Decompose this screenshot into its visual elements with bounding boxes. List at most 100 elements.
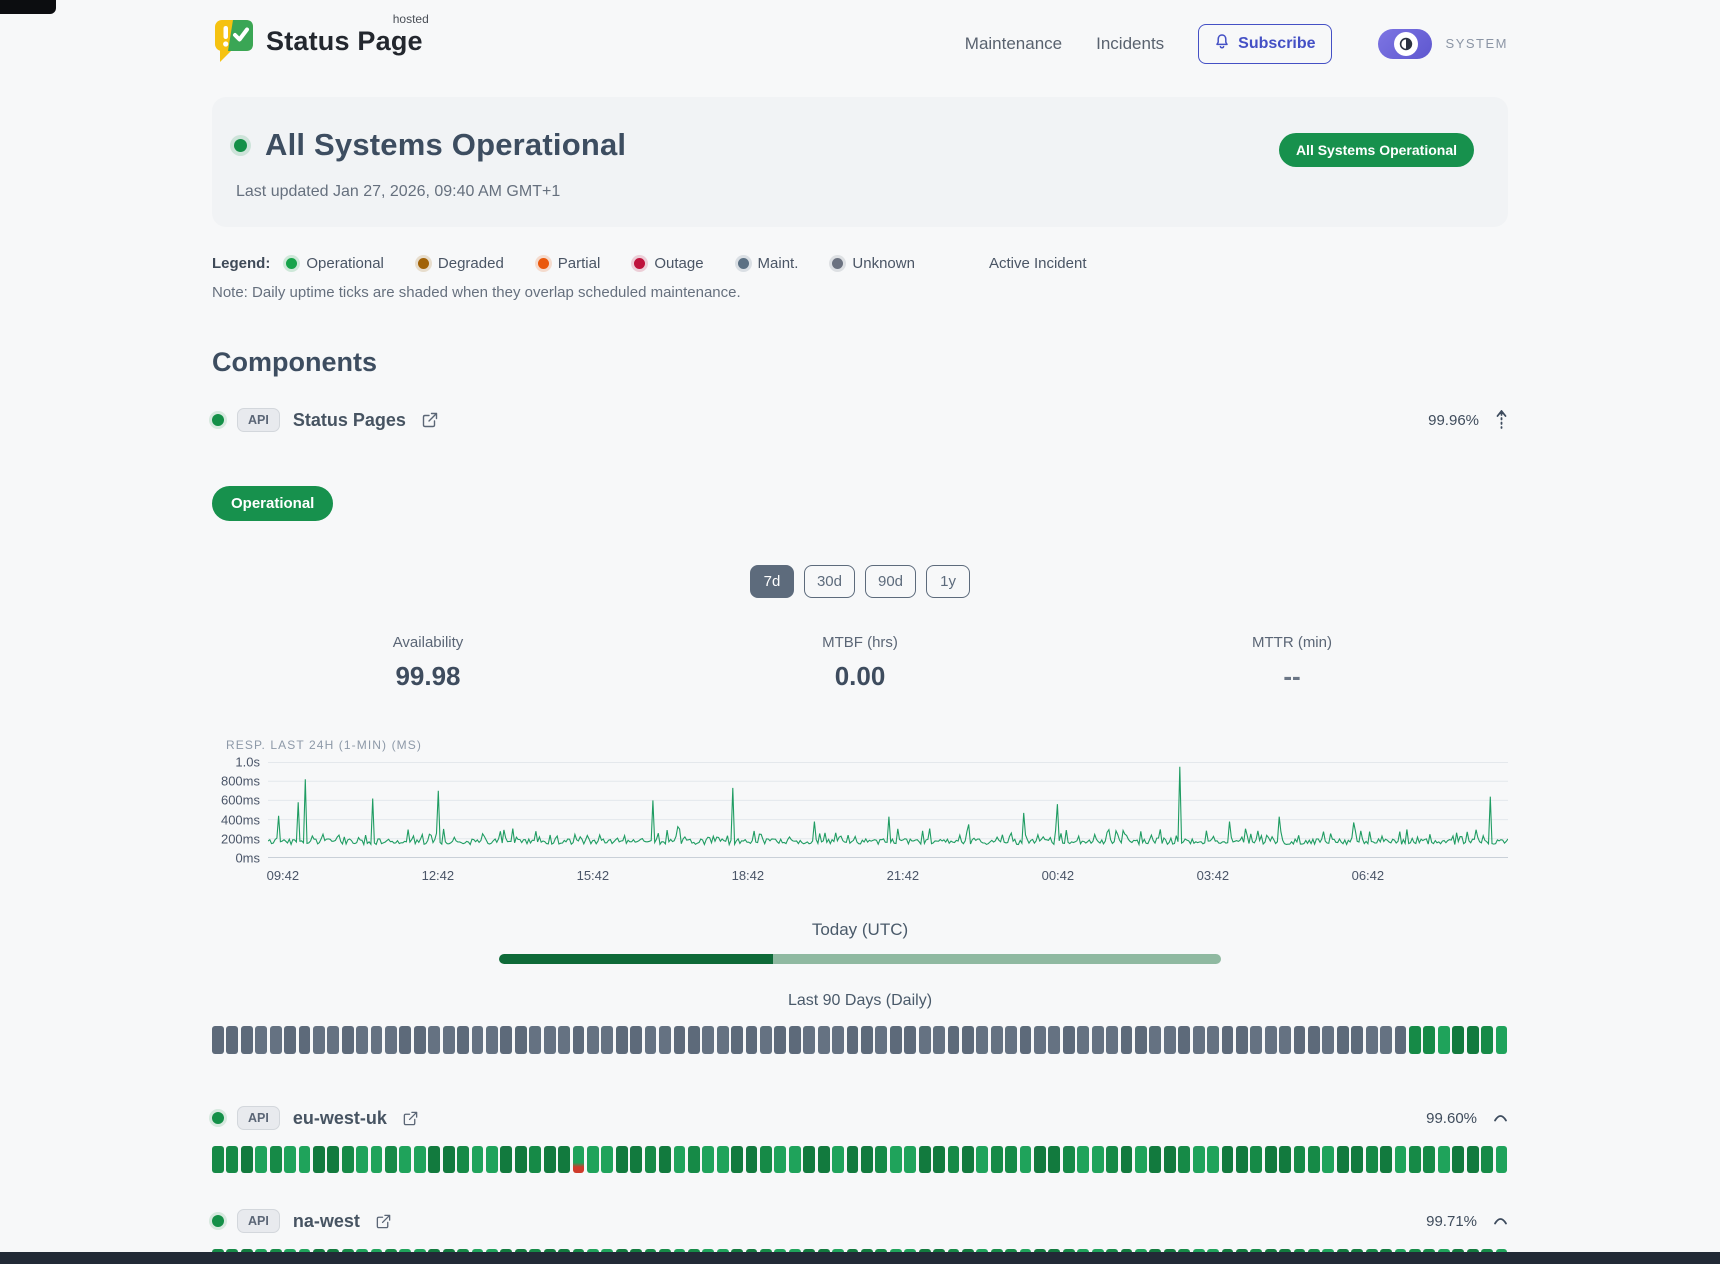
uptime-tick[interactable] [760, 1026, 772, 1054]
uptime-tick[interactable] [990, 1026, 1003, 1054]
uptime-tick[interactable] [1394, 1026, 1407, 1054]
uptime-tick[interactable] [514, 1146, 527, 1173]
uptime-tick[interactable] [1149, 1026, 1162, 1054]
uptime-tick[interactable] [1409, 1026, 1421, 1054]
uptime-tick[interactable] [601, 1026, 614, 1054]
uptime-tick[interactable] [774, 1026, 787, 1054]
uptime-tick[interactable] [341, 1026, 354, 1054]
uptime-tick[interactable] [529, 1146, 542, 1173]
uptime-tick[interactable] [976, 1146, 989, 1173]
uptime-ticks-90d[interactable] [212, 1146, 1508, 1173]
uptime-tick[interactable] [918, 1146, 931, 1173]
uptime-tick[interactable] [1495, 1026, 1508, 1054]
uptime-tick[interactable] [904, 1026, 917, 1054]
uptime-tick[interactable] [1437, 1026, 1450, 1054]
uptime-tick[interactable] [212, 1026, 224, 1054]
uptime-tick[interactable] [1077, 1026, 1090, 1054]
uptime-tick[interactable] [442, 1026, 455, 1054]
uptime-tick[interactable] [1423, 1026, 1436, 1054]
uptime-tick[interactable] [226, 1026, 239, 1054]
uptime-tick[interactable] [428, 1146, 441, 1173]
uptime-tick[interactable] [673, 1146, 686, 1173]
uptime-tick[interactable] [586, 1146, 599, 1173]
uptime-tick[interactable] [803, 1146, 816, 1173]
uptime-tick[interactable] [860, 1026, 873, 1054]
uptime-tick[interactable] [745, 1146, 758, 1173]
uptime-tick[interactable] [1048, 1026, 1061, 1054]
uptime-tick[interactable] [1207, 1026, 1219, 1054]
uptime-tick[interactable] [889, 1026, 902, 1054]
uptime-tick[interactable] [1034, 1146, 1046, 1173]
collapse-arrow-icon[interactable] [1495, 409, 1508, 431]
uptime-tick[interactable] [1120, 1146, 1133, 1173]
uptime-tick[interactable] [1120, 1026, 1133, 1054]
uptime-tick[interactable] [500, 1146, 513, 1173]
uptime-tick[interactable] [269, 1146, 282, 1173]
uptime-tick[interactable] [961, 1026, 974, 1054]
component-title-group[interactable]: API Status Pages [212, 408, 439, 432]
uptime-tick[interactable] [399, 1146, 412, 1173]
uptime-tick[interactable] [500, 1026, 513, 1054]
uptime-tick[interactable] [1048, 1146, 1061, 1173]
uptime-tick[interactable] [716, 1026, 729, 1054]
uptime-tick[interactable] [1192, 1026, 1205, 1054]
uptime-tick[interactable] [1466, 1026, 1479, 1054]
uptime-tick[interactable] [1062, 1026, 1075, 1054]
uptime-tick[interactable] [774, 1146, 787, 1173]
uptime-tick[interactable] [1091, 1026, 1104, 1054]
uptime-tick[interactable] [1365, 1146, 1378, 1173]
uptime-tick[interactable] [976, 1026, 989, 1054]
uptime-tick[interactable] [572, 1026, 585, 1054]
uptime-tick[interactable] [370, 1146, 383, 1173]
uptime-tick[interactable] [298, 1026, 311, 1054]
uptime-tick[interactable] [615, 1026, 628, 1054]
uptime-tick[interactable] [341, 1146, 354, 1173]
uptime-tick[interactable] [1178, 1146, 1191, 1173]
uptime-tick[interactable] [601, 1146, 614, 1173]
uptime-tick[interactable] [486, 1146, 498, 1173]
uptime-tick[interactable] [558, 1026, 570, 1054]
external-link-icon[interactable] [421, 411, 439, 429]
uptime-tick[interactable] [644, 1026, 657, 1054]
component-title-group[interactable]: API eu-west-uk [212, 1106, 419, 1130]
uptime-tick[interactable] [1106, 1026, 1118, 1054]
uptime-tick[interactable] [659, 1146, 671, 1173]
uptime-tick[interactable] [1019, 1146, 1032, 1173]
uptime-tick[interactable] [255, 1146, 268, 1173]
uptime-tick[interactable] [212, 1146, 224, 1173]
uptime-tick[interactable] [327, 1026, 340, 1054]
uptime-tick[interactable] [327, 1146, 340, 1173]
uptime-tick[interactable] [1135, 1026, 1147, 1054]
uptime-tick[interactable] [1481, 1146, 1493, 1173]
uptime-tick[interactable] [1019, 1026, 1032, 1054]
uptime-tick[interactable] [731, 1026, 744, 1054]
uptime-tick[interactable] [1452, 1026, 1465, 1054]
uptime-tick[interactable] [385, 1026, 397, 1054]
uptime-tick[interactable] [284, 1026, 296, 1054]
uptime-tick[interactable] [832, 1026, 844, 1054]
uptime-tick[interactable] [1308, 1146, 1320, 1173]
uptime-tick[interactable] [1264, 1026, 1277, 1054]
uptime-tick[interactable] [1380, 1026, 1392, 1054]
uptime-tick[interactable] [1163, 1146, 1176, 1173]
uptime-tick[interactable] [1481, 1026, 1493, 1054]
uptime-tick[interactable] [846, 1026, 859, 1054]
external-link-icon[interactable] [375, 1213, 392, 1230]
uptime-tick[interactable] [457, 1026, 469, 1054]
uptime-tick[interactable] [702, 1026, 715, 1054]
uptime-tick[interactable] [1192, 1146, 1205, 1173]
uptime-tick[interactable] [457, 1146, 469, 1173]
uptime-tick[interactable] [1005, 1026, 1018, 1054]
uptime-tick[interactable] [226, 1146, 239, 1173]
uptime-tick[interactable] [572, 1146, 585, 1173]
uptime-tick[interactable] [298, 1146, 311, 1173]
uptime-tick[interactable] [918, 1026, 931, 1054]
uptime-tick[interactable] [356, 1026, 369, 1054]
uptime-tick[interactable] [630, 1146, 643, 1173]
range-button-30d[interactable]: 30d [803, 565, 855, 598]
uptime-tick[interactable] [312, 1146, 325, 1173]
uptime-tick[interactable] [947, 1146, 960, 1173]
uptime-tick[interactable] [832, 1146, 844, 1173]
expand-chevron-icon[interactable] [1493, 1216, 1508, 1226]
uptime-tick[interactable] [1062, 1146, 1075, 1173]
